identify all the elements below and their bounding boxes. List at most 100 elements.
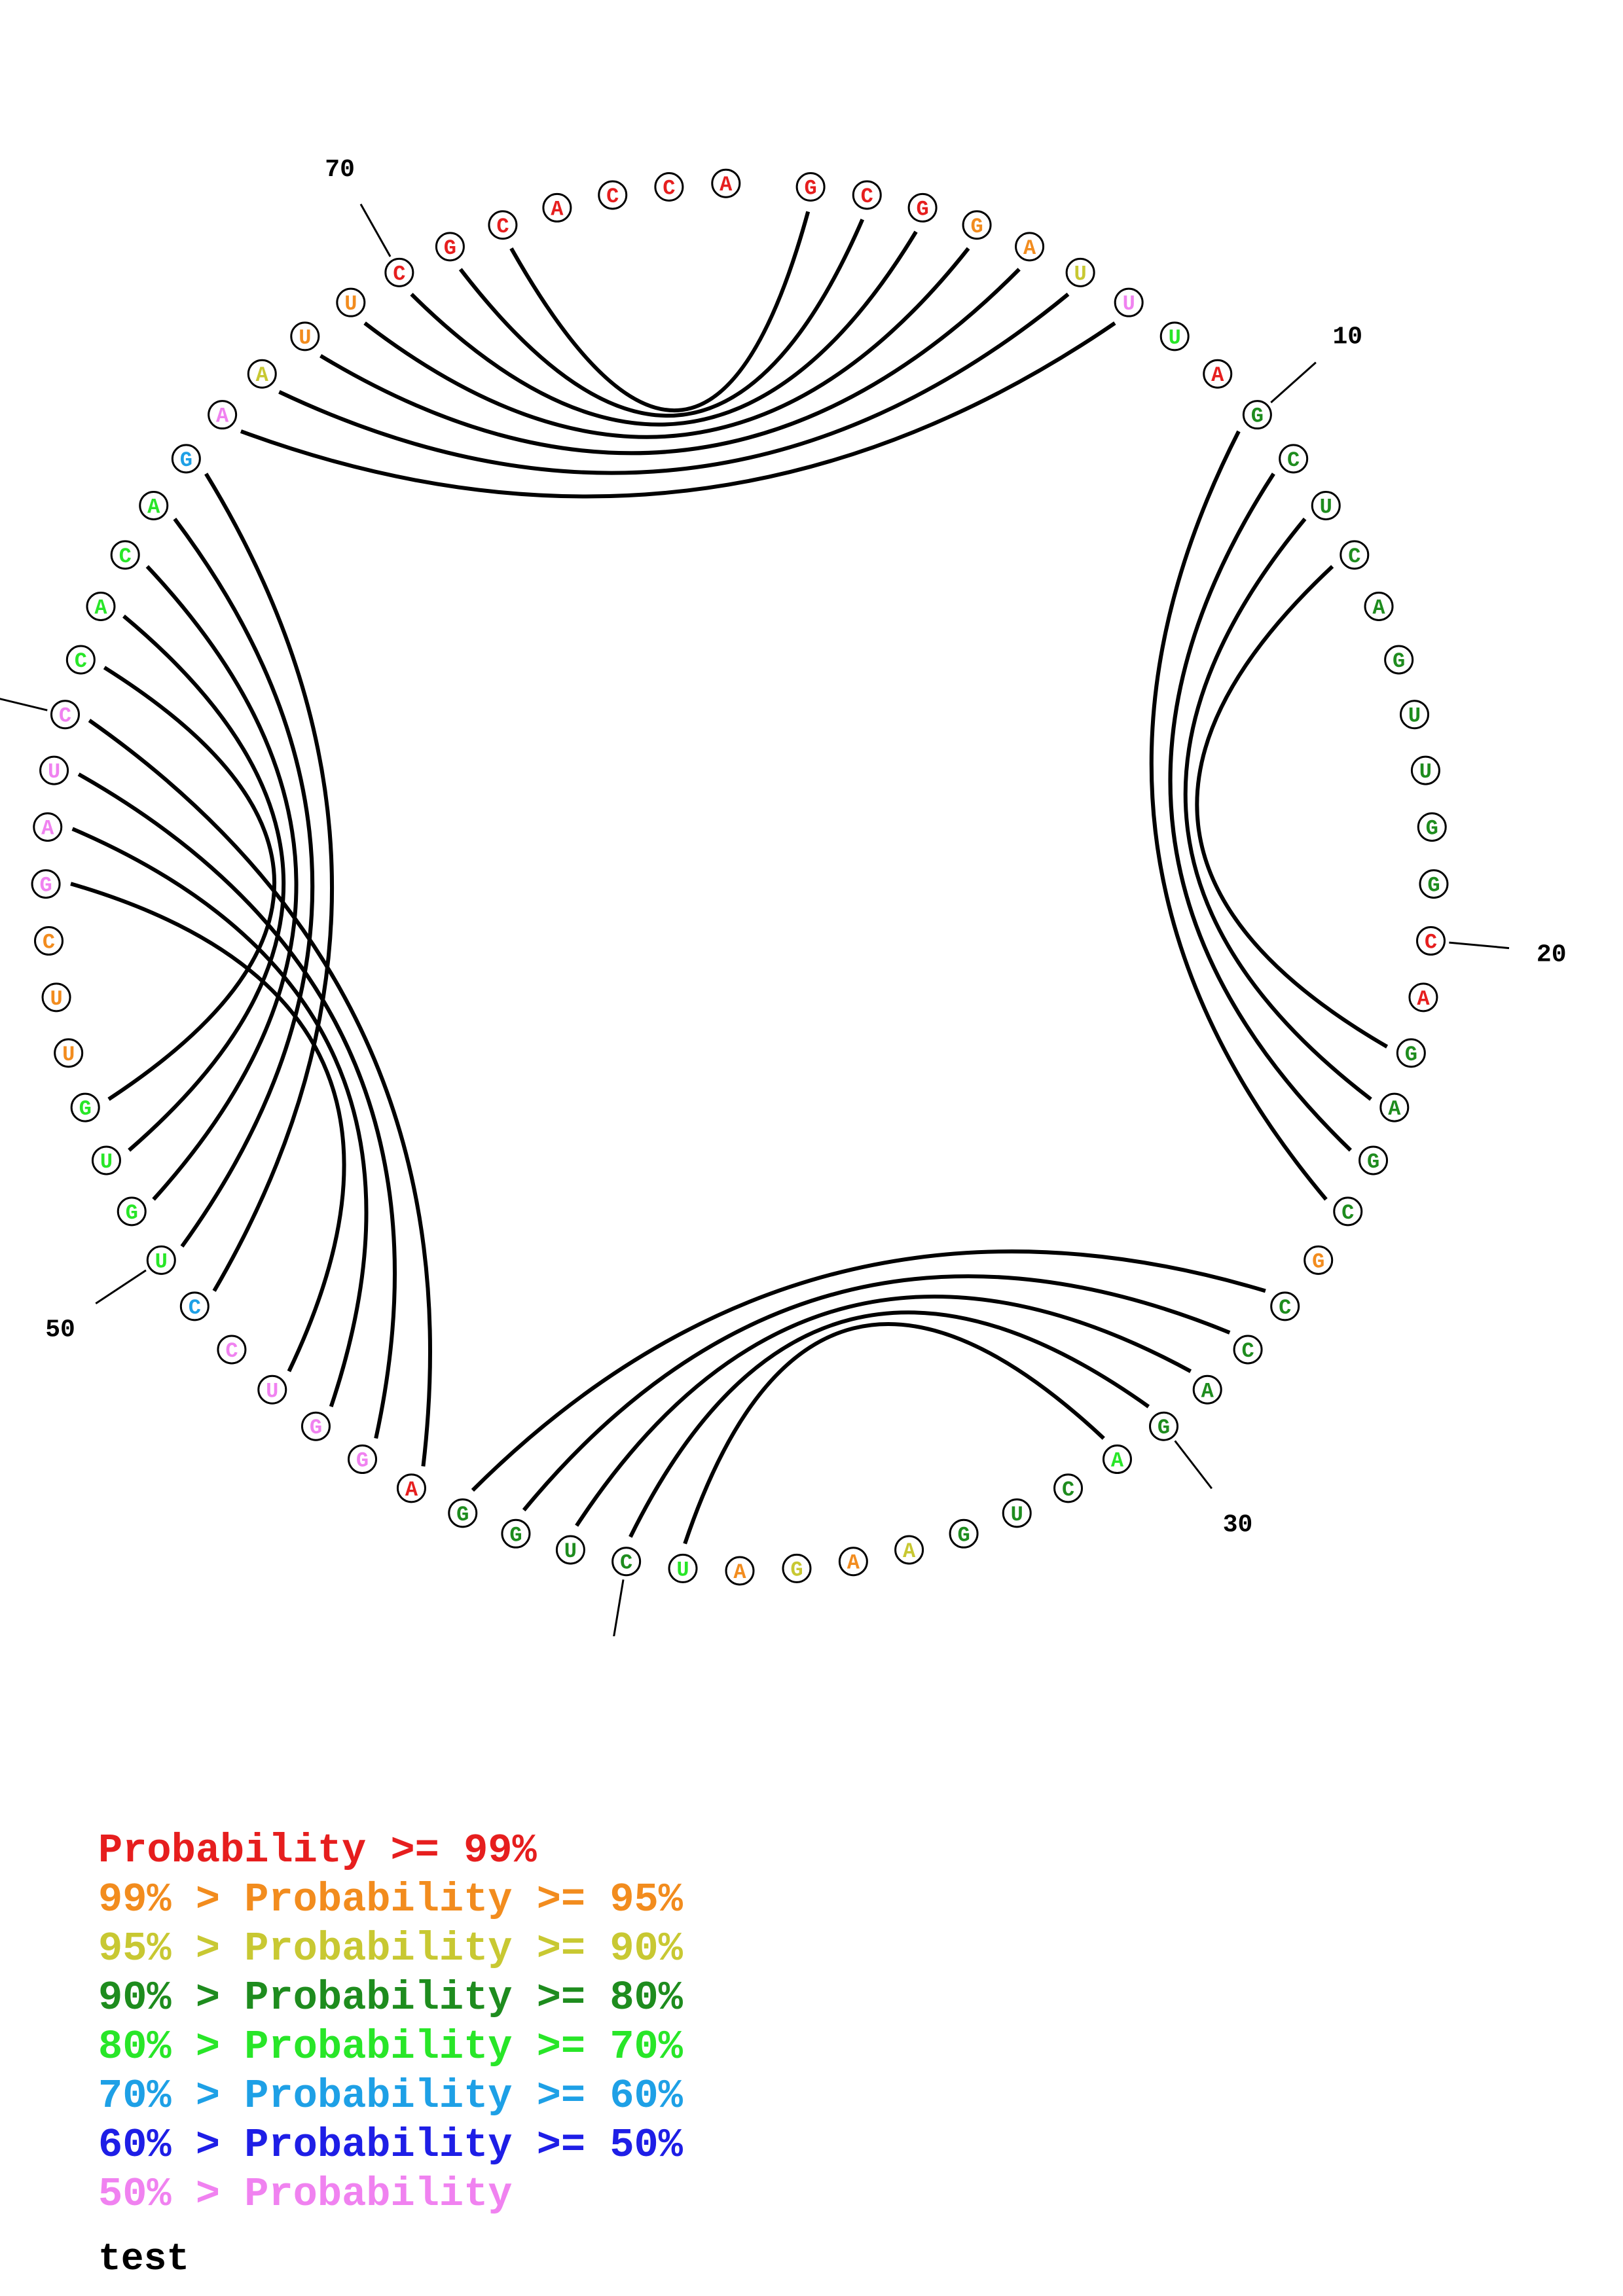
nucleotide-circle: [1242, 400, 1272, 430]
nucleotide: C: [50, 700, 80, 730]
nucleotide: G: [795, 172, 826, 202]
nucleotide: U: [1002, 1498, 1032, 1528]
nucleotide: G: [1419, 869, 1449, 899]
nucleotide-letter: G: [970, 215, 983, 239]
structure-title: test: [98, 2238, 190, 2281]
nucleotide: U: [1159, 321, 1190, 351]
nucleotide-letter: G: [79, 1097, 92, 1121]
nucleotide-letter: C: [496, 215, 509, 239]
nucleotide: G: [348, 1444, 378, 1475]
legend-text: Probability >= 50%: [244, 2122, 683, 2168]
nucleotide-letter: G: [1312, 1249, 1324, 1274]
nucleotide: G: [949, 1518, 979, 1549]
nucleotide-letter: A: [41, 817, 54, 841]
nucleotide: U: [39, 755, 69, 785]
nucleotide-circle: [1114, 287, 1144, 317]
nucleotide-letter: A: [1211, 363, 1224, 387]
nucleotide: G: [31, 869, 61, 899]
nucleotide: C: [384, 257, 414, 287]
nucleotide: A: [208, 400, 238, 430]
nucleotide-letter: U: [155, 1249, 168, 1274]
nucleotide-circle: [110, 540, 140, 570]
position-label: 10: [1333, 323, 1363, 351]
base-pair-arc: [1168, 473, 1352, 1152]
position-tick: [613, 1579, 625, 1636]
nucleotide-letter: U: [344, 292, 357, 316]
nucleotide-circle: [1419, 869, 1449, 899]
nucleotide-letter: G: [790, 1558, 803, 1582]
base-pair-arc: [88, 719, 432, 1467]
legend-text: Probability >= 70%: [244, 2024, 683, 2070]
nucleotide: U: [146, 1245, 176, 1275]
nucleotide-circle: [852, 180, 882, 210]
nucleotide-letter: C: [1062, 1478, 1074, 1502]
nucleotide-circle: [139, 490, 169, 520]
nucleotide-letter: G: [39, 874, 52, 898]
nucleotide: C: [33, 926, 64, 956]
nucleotide-circle: [501, 1518, 531, 1549]
nucleotide: C: [611, 1547, 642, 1577]
position-label: 20: [1537, 941, 1567, 969]
nucleotide-letter: G: [1427, 874, 1440, 898]
base-pair-arc: [204, 473, 334, 1292]
nucleotide-letter: C: [861, 185, 873, 209]
nucleotide-letter: G: [1393, 649, 1405, 673]
base-pair-arc: [471, 1249, 1266, 1492]
base-pair-arc: [77, 772, 397, 1439]
nucleotide-circle: [86, 592, 116, 622]
nucleotide: A: [838, 1547, 868, 1577]
nucleotide-circle: [1270, 1291, 1300, 1321]
nucleotide-circle: [54, 1038, 84, 1068]
nucleotide: C: [110, 540, 140, 570]
nucleotide: C: [1233, 1335, 1263, 1365]
nucleotide-letter: A: [733, 1560, 746, 1585]
nucleotide: G: [907, 192, 938, 223]
nucleotide: U: [1311, 490, 1341, 520]
nucleotide-letter: U: [1320, 495, 1332, 519]
legend-prefix: 95% >: [98, 1926, 245, 1972]
nucleotide-circle: [1410, 755, 1440, 785]
nucleotide: U: [91, 1145, 121, 1175]
nucleotide-letter: C: [620, 1551, 632, 1575]
legend-text: Probability >= 99%: [98, 1827, 537, 1874]
nucleotide-circle: [1233, 1335, 1263, 1365]
base-pair-arc: [173, 517, 315, 1248]
nucleotide-letter: U: [676, 1558, 689, 1582]
nucleotide-letter: G: [917, 197, 929, 221]
position-label: 30: [1223, 1511, 1253, 1539]
nucleotide-letter: U: [1169, 326, 1181, 350]
nucleotide-letter: C: [75, 649, 87, 673]
base-pair-arc: [278, 293, 1070, 475]
nucleotide-letter: U: [62, 1043, 75, 1067]
nucleotide: A: [1408, 982, 1438, 1013]
nucleotide-circle: [301, 1411, 331, 1441]
nucleotide: C: [488, 210, 518, 240]
nucleotide-letter: G: [1251, 404, 1264, 429]
nucleotide-circle: [1053, 1473, 1084, 1503]
nucleotide-circle: [179, 1291, 210, 1321]
nucleotide-letter: G: [1158, 1416, 1170, 1440]
nucleotide: A: [711, 168, 741, 198]
nucleotide: A: [1102, 1444, 1132, 1475]
base-pair-arc: [683, 1322, 1105, 1545]
nucleotide-letter: A: [216, 404, 229, 429]
base-pair-arc: [1149, 430, 1328, 1201]
nucleotide: U: [668, 1553, 698, 1583]
nucleotide-circle: [488, 210, 518, 240]
nucleotide: U: [41, 982, 71, 1013]
nucleotide: G: [962, 210, 992, 240]
nucleotide-circle: [336, 287, 366, 317]
nucleotide: C: [1053, 1473, 1084, 1503]
nucleotide-circle: [257, 1374, 287, 1405]
nucleotide: G: [1304, 1245, 1334, 1275]
nucleotide-letter: U: [100, 1150, 113, 1174]
nucleotide-circle: [598, 180, 628, 210]
nucleotide: G: [435, 232, 465, 262]
nucleotide: U: [555, 1535, 585, 1565]
nucleotide-circle: [91, 1145, 121, 1175]
nucleotide: U: [1065, 257, 1095, 287]
nucleotide-circle: [1364, 592, 1394, 622]
legend-prefix: 90% >: [98, 1975, 245, 2021]
nucleotide: A: [1015, 232, 1045, 262]
base-pair-arc: [145, 565, 299, 1201]
